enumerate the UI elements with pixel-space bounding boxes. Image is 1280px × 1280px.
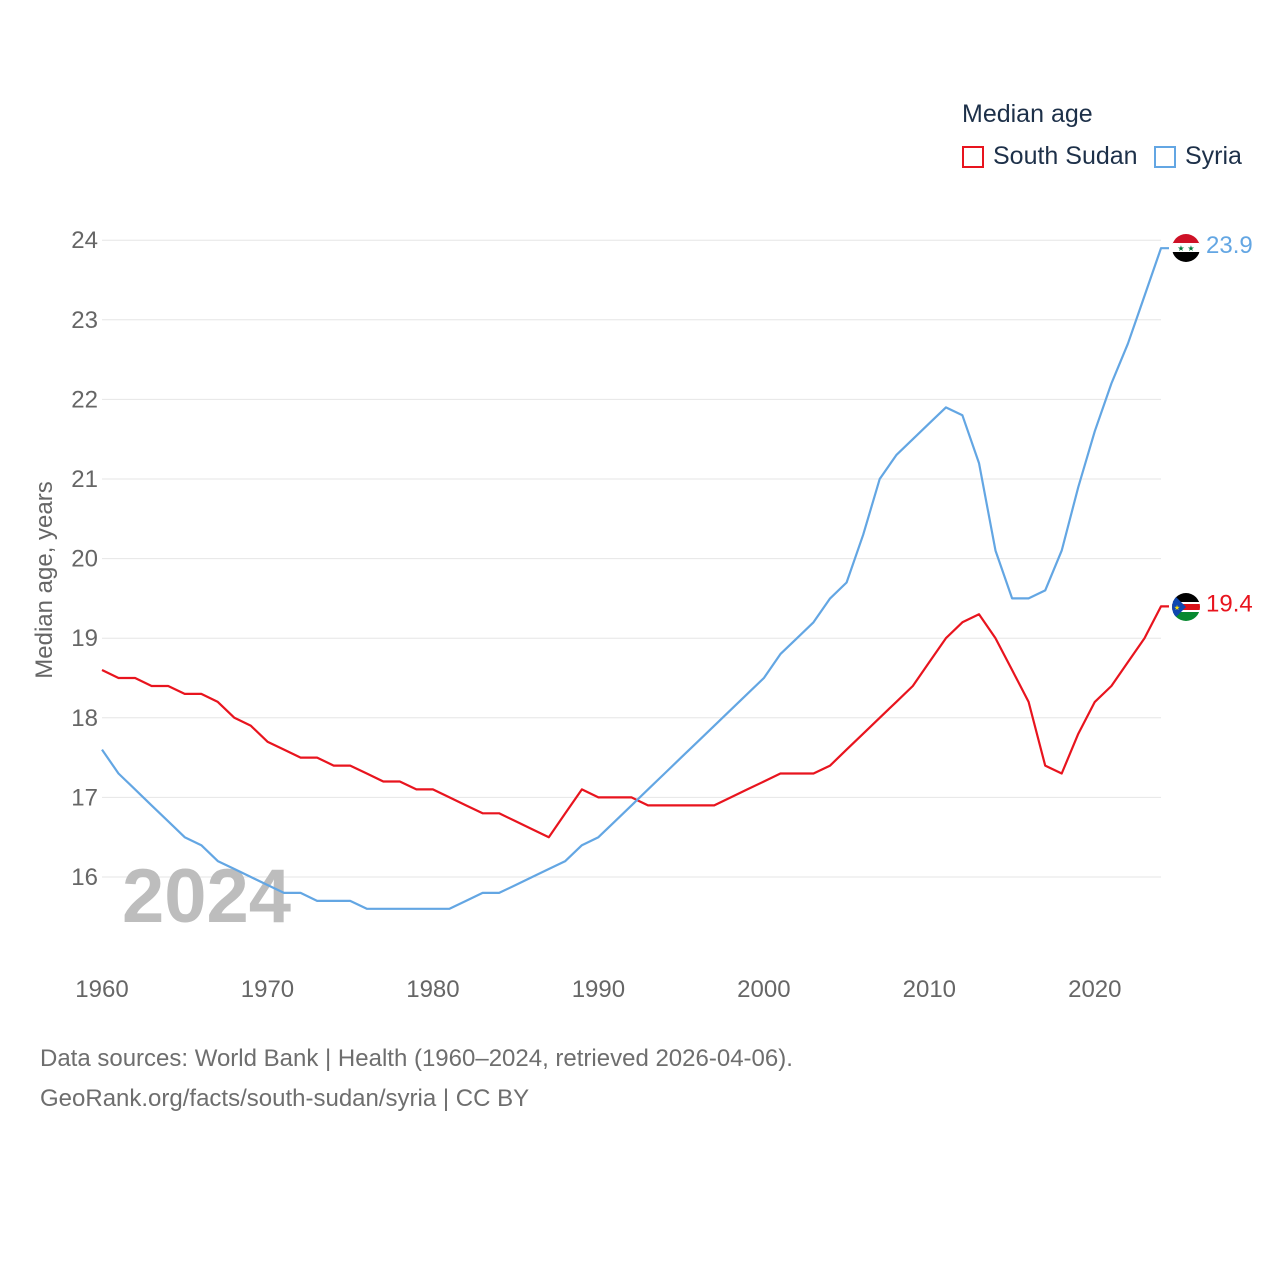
x-tick-label-1960: 1960 [75,976,128,1003]
legend-label-syria: Syria [1185,142,1242,170]
legend-swatch-south-sudan [962,145,984,168]
series-line-syria [101,247,1169,910]
legend-title: Median age [962,100,1093,128]
series-line-south-sudan [101,605,1169,839]
y-tick-label-22: 22 [71,386,98,413]
end-value-label-syria: 23.9 [1206,232,1253,259]
y-tick-label-23: 23 [71,307,98,334]
svg-text:★: ★ [1177,244,1184,253]
south-sudan-flag-icon: ★ [1172,593,1200,621]
y-tick-label-18: 18 [71,705,98,732]
current-year-label: 2024 [122,854,291,939]
x-tick-label-2000: 2000 [737,976,790,1003]
y-tick-label-24: 24 [71,227,98,254]
x-tick-label-2010: 2010 [903,976,956,1003]
svg-text:★: ★ [1174,604,1180,612]
x-tick-label-2020: 2020 [1068,976,1121,1003]
x-tick-label-1980: 1980 [406,976,459,1003]
syria-flag-icon: ★ ★ [1172,234,1200,262]
legend-item-south-sudan[interactable]: South Sudan [962,142,1138,171]
legend-swatch-syria [1154,145,1176,168]
x-tick-label-1970: 1970 [241,976,294,1003]
svg-text:★: ★ [1187,244,1194,253]
y-axis-label: Median age, years [31,481,58,678]
end-value-label-south-sudan: 19.4 [1206,590,1253,617]
y-tick-label-20: 20 [71,546,98,573]
y-tick-label-16: 16 [71,864,98,891]
source-note: Data sources: World Bank | Health (1960–… [40,1045,793,1072]
x-tick-label-1990: 1990 [572,976,625,1003]
y-tick-label-17: 17 [71,784,98,811]
legend-item-syria[interactable]: Syria [1154,142,1242,171]
legend-label-south-sudan: South Sudan [993,142,1138,170]
y-tick-label-19: 19 [71,625,98,652]
y-tick-label-21: 21 [71,466,98,493]
source-link[interactable]: GeoRank.org/facts/south-sudan/syria | CC… [40,1085,530,1112]
